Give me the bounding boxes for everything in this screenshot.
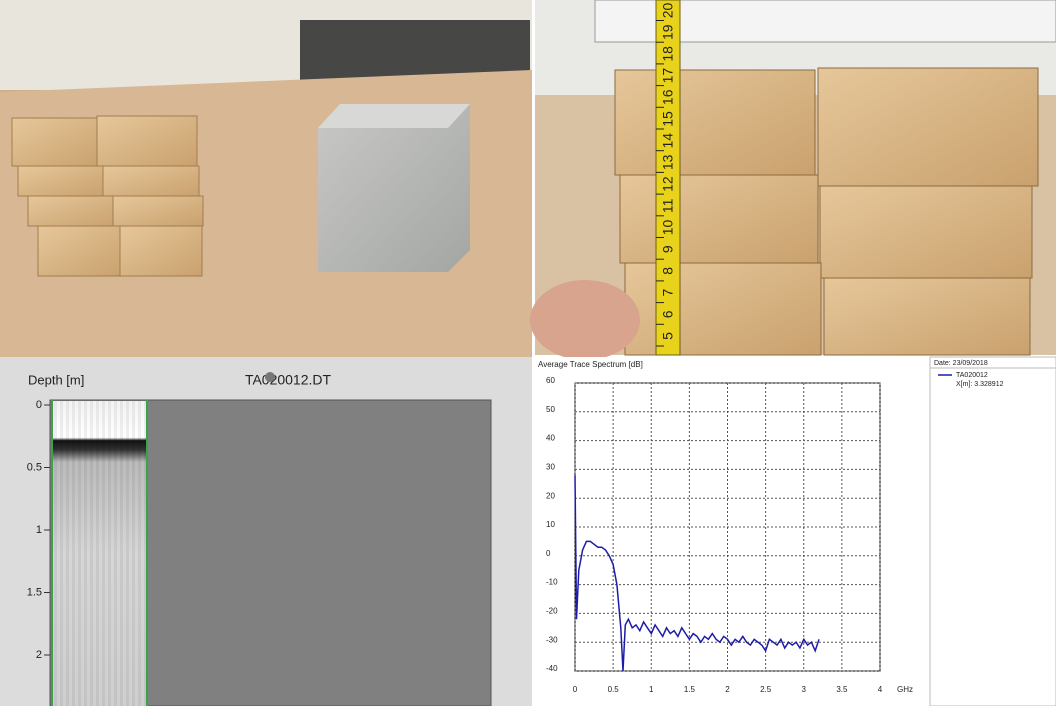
date-annotation: Date: 23/09/2018: [934, 360, 988, 367]
ruler-number: 8: [660, 267, 676, 275]
spectrum-title: Average Trace Spectrum [dB]: [538, 360, 643, 369]
y-tick-label: 10: [546, 520, 555, 529]
y-tick-label: 2: [36, 649, 42, 661]
figure: 567891011121314151617181920 Depth [m] TA…: [0, 0, 1056, 706]
photo-ruler: 5 6 7 8 9 10 11 12 13 14 15 16 17 18 19 20: [530, 0, 1056, 360]
x-tick-label: 3.5: [836, 685, 848, 694]
y-axis-label: Depth [m]: [28, 372, 84, 387]
x-tick-label: 2.5: [760, 685, 772, 694]
radargram-texture: [51, 401, 147, 706]
x-tick-label: 1.5: [684, 685, 696, 694]
y-tick-label: 20: [546, 491, 555, 500]
ruler-number: 14: [660, 133, 676, 149]
x-tick-label: 1: [649, 685, 654, 694]
ruler-number: 9: [660, 245, 676, 253]
ruler-number: 11: [660, 198, 676, 213]
ruler-number: 16: [660, 89, 676, 105]
y-tick-label: 1.5: [27, 586, 42, 598]
x-tick-label: 0: [573, 685, 578, 694]
ruler-number: 18: [660, 46, 676, 62]
x-axis-label: GHz: [897, 685, 913, 694]
legend-detail: X[m]: 3.328912: [956, 381, 1004, 388]
ruler-number: 5: [660, 332, 676, 340]
y-tick-label: 40: [546, 434, 555, 443]
y-tick-label: -20: [546, 607, 558, 616]
y-tick-label: -40: [546, 664, 558, 673]
x-tick-label: 4: [878, 685, 883, 694]
radargram-title: TA020012.DT: [245, 372, 332, 388]
x-tick-label: 0.5: [608, 685, 620, 694]
ruler-number: 15: [660, 111, 676, 127]
ruler-number: 12: [660, 176, 676, 192]
y-tick-label: 1: [36, 524, 42, 536]
y-tick-label: -10: [546, 578, 558, 587]
y-tick-label: -30: [546, 635, 558, 644]
ruler-number: 19: [660, 24, 676, 40]
ruler-number: 10: [660, 220, 676, 236]
x-tick-label: 2: [725, 685, 730, 694]
legend-box: [930, 357, 1056, 706]
y-tick-label: 50: [546, 405, 555, 414]
y-tick-label: 30: [546, 463, 555, 472]
cursor-dot: [265, 372, 275, 382]
ruler-number: 7: [660, 288, 676, 296]
ruler-number: 17: [660, 68, 676, 84]
x-tick-label: 3: [802, 685, 807, 694]
y-tick-label: 0: [546, 549, 551, 558]
y-tick-label: 0: [36, 399, 42, 411]
y-tick-label: 0.5: [27, 461, 42, 473]
y-tick-label: 60: [546, 376, 555, 385]
spectrum-panel: [535, 357, 930, 706]
ruler-number: 6: [660, 310, 676, 318]
ruler-number: 13: [660, 154, 676, 170]
ruler-number: 20: [660, 3, 676, 19]
photo-blocks: [0, 0, 532, 357]
legend-label: TA020012: [956, 372, 988, 379]
